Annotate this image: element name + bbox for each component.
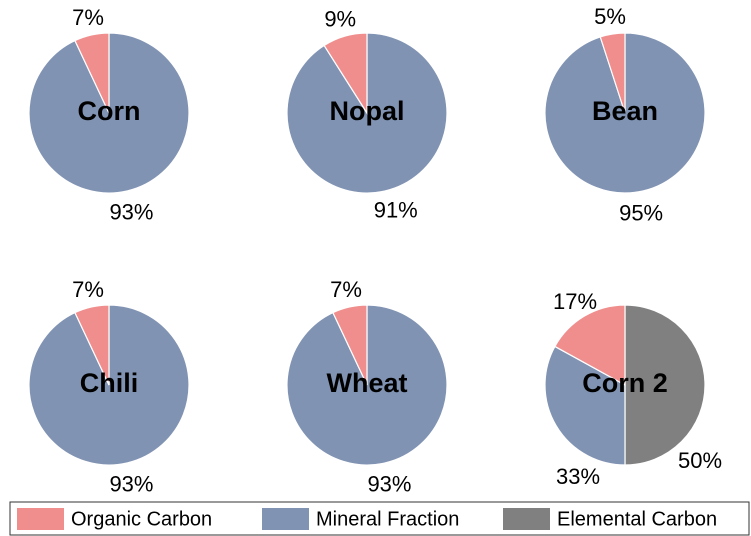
pie-slice — [74, 32, 110, 114]
value-label: 9% — [324, 7, 356, 32]
legend-swatch — [503, 508, 550, 530]
pie-slice — [544, 345, 626, 466]
pie-title: Bean — [592, 96, 658, 126]
value-label: 93% — [109, 199, 153, 224]
legend-label: Elemental Carbon — [557, 508, 717, 530]
pie-slice — [599, 32, 626, 114]
pie-title: Nopal — [329, 96, 404, 126]
legend-label: Mineral Fraction — [316, 508, 459, 530]
legend-box — [9, 501, 750, 536]
pie-slice — [323, 32, 368, 116]
pie-title: Chili — [80, 368, 139, 398]
value-label: 95% — [619, 201, 663, 226]
pie-title: Corn 2 — [582, 368, 668, 398]
pie-slice — [554, 304, 626, 387]
value-label: 7% — [72, 5, 104, 30]
value-label: 7% — [330, 277, 362, 302]
value-label: 91% — [374, 198, 418, 223]
pie-title: Wheat — [327, 368, 408, 398]
value-label: 93% — [109, 471, 153, 496]
value-label: 17% — [553, 289, 597, 314]
legend-swatch — [17, 508, 64, 530]
value-label: 7% — [72, 277, 104, 302]
value-label: 93% — [367, 471, 411, 496]
pie-slice — [74, 304, 110, 386]
pie-slice — [332, 304, 368, 386]
value-label: 5% — [594, 4, 626, 29]
pie-slice — [624, 304, 706, 466]
legend-swatch — [262, 508, 309, 530]
pie-title: Corn — [78, 96, 141, 126]
value-label: 50% — [678, 448, 722, 473]
value-label: 33% — [556, 464, 600, 489]
legend-label: Organic Carbon — [71, 508, 212, 530]
